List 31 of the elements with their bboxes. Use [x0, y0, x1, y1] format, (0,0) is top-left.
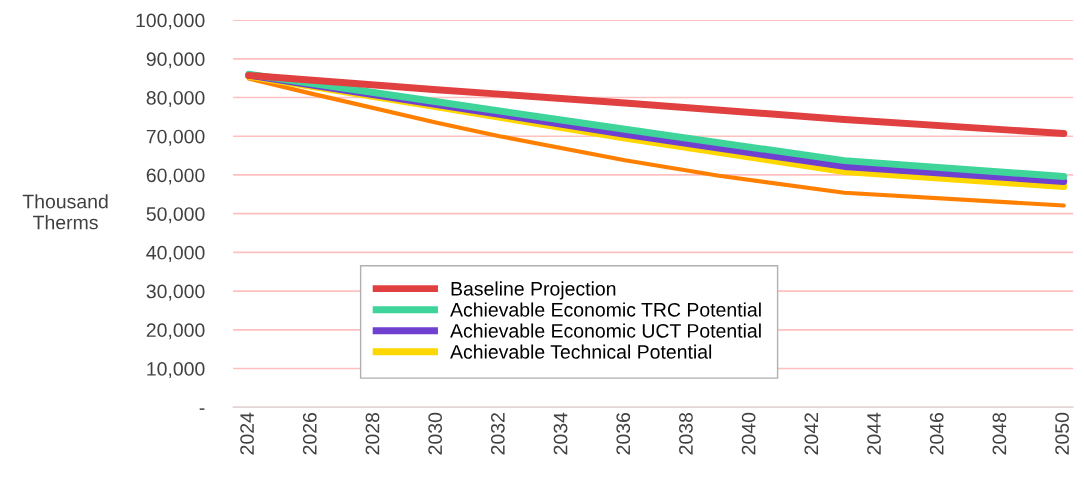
y-tick-label: 90,000 [146, 52, 205, 69]
y-tick-label: 30,000 [146, 284, 205, 301]
y-tick-label: 40,000 [146, 245, 205, 262]
legend-label: Achievable Economic UCT Potential [450, 323, 761, 338]
x-tick-label: 2046 [929, 412, 944, 455]
x-tick-label: 2026 [302, 412, 317, 455]
x-tick-label: 2048 [992, 412, 1007, 455]
y-tick-label: 20,000 [146, 323, 205, 340]
y-tick-label: 60,000 [146, 168, 205, 185]
y-axis-title: Thousand Therms [22, 194, 108, 230]
x-tick-label: 2050 [1055, 412, 1069, 455]
line-series [246, 76, 1066, 208]
x-tick-label: 2030 [428, 412, 443, 455]
x-tick-label: 2036 [616, 412, 631, 455]
y-tick-label: 80,000 [146, 90, 205, 108]
x-tick-label: 2024 [240, 412, 254, 455]
legend-label: Baseline Projection [451, 281, 616, 300]
y-tick-label: 70,000 [146, 129, 205, 146]
y-tick-label: 50,000 [146, 207, 205, 224]
y-tick-label: 100,000 [136, 13, 205, 30]
x-tick-label: 2038 [679, 412, 693, 455]
legend-label: Achievable Economic TRC Potential [450, 302, 761, 317]
x-tick-label: 2032 [490, 413, 505, 455]
x-tick-label: 2042 [804, 413, 819, 455]
y-tick-label: - [199, 408, 205, 410]
legend-label: Achievable Technical Potential [450, 344, 712, 359]
x-tick-label: 2040 [741, 412, 756, 455]
y-tick-label: 10,000 [147, 362, 205, 379]
x-tick-label: 2034 [553, 412, 568, 455]
x-tick-label: 2044 [867, 412, 881, 455]
x-tick-label: 2028 [365, 412, 380, 455]
